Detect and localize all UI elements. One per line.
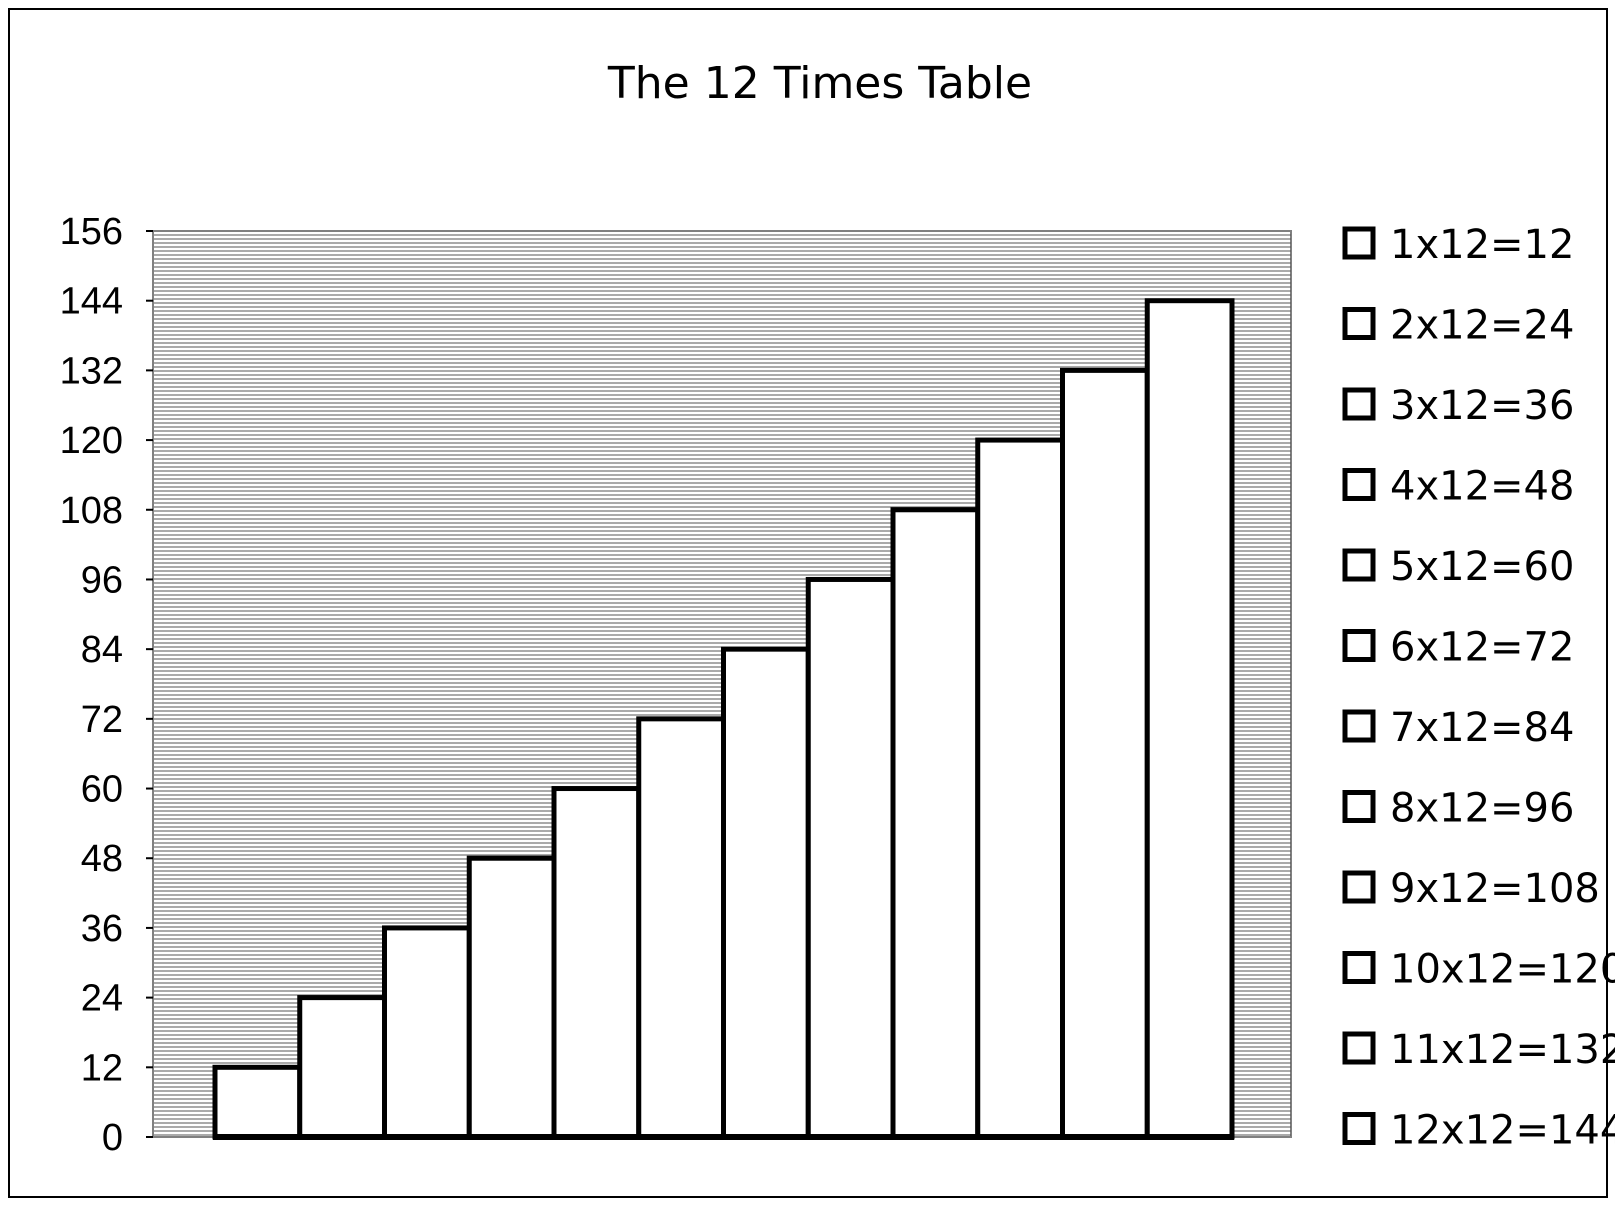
bar-5 (551, 786, 642, 1140)
bar-3 (382, 925, 472, 1140)
legend-swatch (1342, 387, 1376, 421)
bar-12 (1144, 298, 1235, 1140)
y-tick-label: 36 (81, 908, 123, 950)
legend-label: 9x12=108 (1390, 866, 1600, 912)
legend-label: 8x12=96 (1390, 786, 1574, 832)
legend-label: 5x12=60 (1390, 544, 1574, 590)
y-tick-label: 0 (102, 1117, 123, 1159)
bar-8 (805, 576, 896, 1140)
y-tick-label: 60 (81, 769, 123, 811)
bar-10 (975, 437, 1065, 1140)
chart-title: The 12 Times Table (607, 58, 1032, 109)
y-tick-label: 132 (60, 350, 123, 392)
y-axis: 0 12 24 36 48 60 72 84 96 108 120 132 144 156 (60, 211, 154, 1159)
y-tick-label: 24 (81, 978, 123, 1020)
legend: 1x12=12 2x12=24 3x12=36 4x12=48 5x12=60 6x12=… (1342, 222, 1615, 1154)
y-tick-label: 120 (60, 420, 123, 462)
y-tick-label: 48 (81, 838, 123, 880)
bar-6 (636, 716, 726, 1140)
legend-swatch (1342, 307, 1376, 340)
legend-swatch (1342, 870, 1376, 904)
legend-swatch (1342, 951, 1376, 984)
legend-label: 4x12=48 (1390, 464, 1574, 510)
bar-9 (890, 507, 981, 1140)
legend-swatch (1342, 629, 1376, 662)
legend-label: 11x12=132 (1390, 1027, 1615, 1073)
legend-swatch (1342, 1112, 1376, 1145)
bar-11 (1060, 367, 1150, 1140)
bar-2 (297, 995, 387, 1140)
y-tick-label: 108 (60, 490, 123, 532)
bar-1 (212, 1064, 303, 1140)
legend-swatch (1342, 226, 1376, 260)
legend-label: 2x12=24 (1390, 303, 1574, 349)
y-tick-label: 144 (60, 281, 123, 323)
legend-label: 12x12=144 (1390, 1108, 1615, 1154)
legend-label: 7x12=84 (1390, 705, 1574, 751)
y-tick-label: 96 (81, 559, 123, 601)
legend-label: 6x12=72 (1390, 625, 1574, 671)
bar-4 (466, 855, 557, 1140)
legend-swatch (1342, 548, 1376, 582)
legend-swatch (1342, 790, 1376, 823)
bars (212, 298, 1235, 1140)
legend-swatch (1342, 709, 1376, 743)
legend-label: 10x12=120 (1390, 947, 1615, 993)
y-tick-label: 12 (81, 1047, 123, 1089)
y-tick-label: 84 (81, 629, 123, 671)
legend-label: 3x12=36 (1390, 383, 1574, 429)
y-tick-label: 72 (81, 699, 123, 741)
legend-swatch (1342, 1031, 1376, 1065)
y-tick-label: 156 (60, 211, 123, 253)
legend-swatch (1342, 468, 1376, 501)
bar-7 (721, 646, 811, 1140)
legend-label: 1x12=12 (1390, 222, 1574, 268)
